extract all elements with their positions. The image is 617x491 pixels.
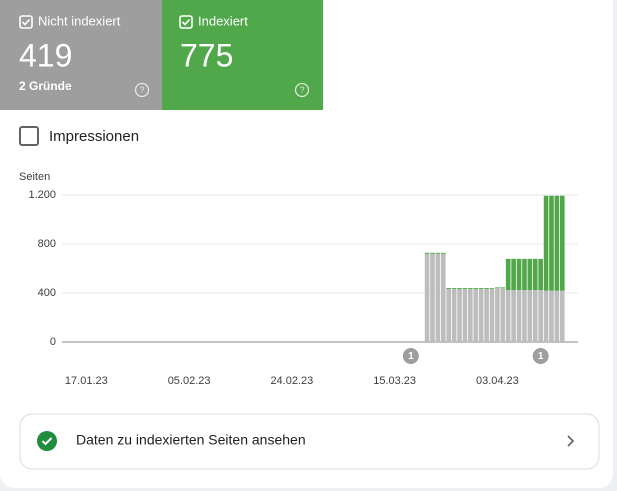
card-checkbox[interactable] xyxy=(19,15,33,29)
bar xyxy=(495,287,500,289)
bar xyxy=(538,258,543,291)
bar xyxy=(538,290,543,342)
button-label: Daten zu indexierten Seiten ansehen xyxy=(76,432,306,448)
y-tick-label: 400 xyxy=(38,287,56,299)
help-icon[interactable] xyxy=(134,82,150,98)
bar xyxy=(441,252,446,254)
bar xyxy=(527,290,533,342)
check xyxy=(181,18,191,26)
bar xyxy=(543,195,549,291)
bar xyxy=(478,288,484,290)
bar xyxy=(522,258,527,291)
bar xyxy=(430,253,435,342)
bar xyxy=(424,252,430,254)
bar xyxy=(484,288,489,290)
bar xyxy=(473,288,479,290)
bar xyxy=(559,290,565,342)
annotation-marker xyxy=(402,348,419,364)
help-icon[interactable] xyxy=(294,82,310,98)
bar xyxy=(478,289,484,342)
x-tick-label: 03.04.23 xyxy=(476,375,519,387)
bar xyxy=(435,253,441,342)
bar xyxy=(549,195,554,291)
checkbox-label: Impressionen xyxy=(49,128,139,145)
bar xyxy=(441,253,446,342)
card-note: 2 Gründe xyxy=(19,79,72,93)
bar xyxy=(489,287,495,289)
x-tick-label: 15.03.23 xyxy=(373,375,416,387)
annotation-label: 1 xyxy=(538,351,544,362)
bar xyxy=(559,195,565,291)
plot: 0 400 800 1.200 17.01.23 05.02.23 24.02.23 15.0… xyxy=(28,189,578,387)
bar xyxy=(468,289,473,342)
bar xyxy=(424,253,430,342)
card-title: Nicht indexiert xyxy=(38,13,121,28)
check-icon xyxy=(37,431,57,451)
card-checkbox[interactable] xyxy=(179,15,193,29)
checkbox[interactable] xyxy=(19,126,39,146)
bar xyxy=(532,258,538,291)
bar xyxy=(451,289,457,342)
bar xyxy=(462,289,468,342)
y-tick-label: 1.200 xyxy=(28,189,56,201)
bar xyxy=(511,290,516,342)
bar xyxy=(468,288,473,290)
bar xyxy=(430,252,435,254)
annotation-label: 1 xyxy=(408,351,414,362)
bar xyxy=(457,289,462,342)
bar xyxy=(516,290,522,342)
card-not-indexed[interactable] xyxy=(0,0,162,110)
x-tick-label: 24.02.23 xyxy=(270,375,313,387)
check xyxy=(41,437,53,446)
bar xyxy=(527,258,533,291)
help-icon-glyph: ? xyxy=(299,85,304,95)
help-icon-glyph: ? xyxy=(139,85,144,95)
bar xyxy=(451,288,457,290)
bar xyxy=(511,258,516,291)
bar xyxy=(446,288,452,290)
bar xyxy=(522,290,527,342)
bar xyxy=(554,195,560,291)
bar xyxy=(505,290,511,342)
check xyxy=(21,18,31,26)
bar xyxy=(484,289,489,342)
y-tick-label: 800 xyxy=(38,238,56,250)
bar xyxy=(457,288,462,290)
x-tick-label: 05.02.23 xyxy=(168,375,211,387)
bar xyxy=(500,288,506,342)
bar xyxy=(549,290,554,342)
bar xyxy=(532,290,538,342)
bar xyxy=(505,258,511,291)
bar xyxy=(489,288,495,342)
view-button[interactable] xyxy=(19,413,600,470)
y-axis-label: Seiten xyxy=(19,171,50,183)
card-value: 419 xyxy=(19,37,72,73)
bar xyxy=(462,288,468,290)
card-value: 775 xyxy=(180,37,233,73)
card-title: Indexiert xyxy=(198,13,248,28)
bar xyxy=(495,288,500,342)
bar xyxy=(554,290,560,342)
chevron xyxy=(567,435,575,447)
bar xyxy=(500,287,506,289)
annotation-marker xyxy=(532,348,549,364)
bar xyxy=(473,289,479,342)
x-tick-label: 17.01.23 xyxy=(65,375,108,387)
bar xyxy=(435,252,441,254)
bar xyxy=(543,290,549,342)
bar xyxy=(446,289,452,342)
y-tick-label: 0 xyxy=(50,336,56,348)
bar xyxy=(516,258,522,291)
